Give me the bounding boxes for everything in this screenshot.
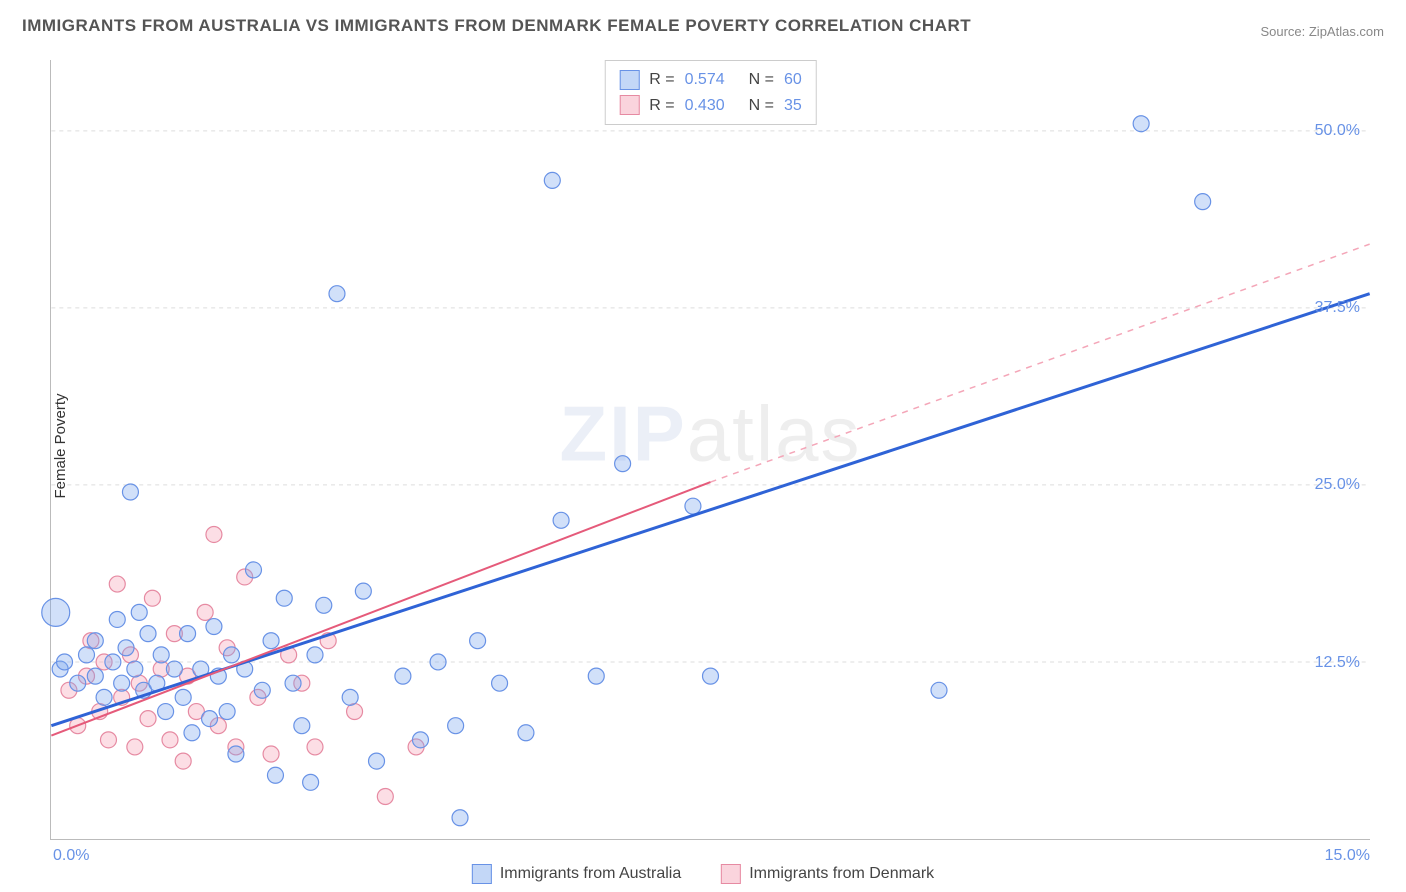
source-prefix: Source: (1260, 24, 1308, 39)
legend-item: Immigrants from Denmark (721, 864, 934, 884)
x-tick-min: 0.0% (53, 847, 89, 865)
source-name: ZipAtlas.com (1309, 24, 1384, 39)
legend-swatch (472, 864, 492, 884)
r-value: 0.430 (685, 93, 725, 119)
legend-item: Immigrants from Australia (472, 864, 681, 884)
r-value: 0.574 (685, 67, 725, 93)
x-tick-max: 15.0% (1325, 847, 1370, 865)
legend-swatch (619, 70, 639, 90)
legend-row: R = 0.430 N = 35 (619, 93, 802, 119)
legend-label: Immigrants from Australia (500, 865, 681, 883)
y-tick: 25.0% (1315, 476, 1360, 494)
n-value: 60 (784, 67, 802, 93)
legend-label: Immigrants from Denmark (749, 865, 934, 883)
legend-swatch (721, 864, 741, 884)
scatter-plot (51, 60, 1370, 839)
legend-correlation: R = 0.574 N = 60 R = 0.430 N = 35 (604, 60, 817, 125)
r-label: R = (649, 93, 674, 119)
legend-row: R = 0.574 N = 60 (619, 67, 802, 93)
legend-swatch (619, 95, 639, 115)
legend-series: Immigrants from Australia Immigrants from… (472, 864, 934, 884)
chart-title: IMMIGRANTS FROM AUSTRALIA VS IMMIGRANTS … (22, 16, 971, 36)
r-label: R = (649, 67, 674, 93)
y-tick: 50.0% (1315, 122, 1360, 140)
y-tick: 12.5% (1315, 654, 1360, 672)
y-tick: 37.5% (1315, 299, 1360, 317)
source-label: Source: ZipAtlas.com (1260, 24, 1384, 39)
plot-area: ZIPatlas R = 0.574 N = 60 R = 0.430 N = … (50, 60, 1370, 840)
n-label: N = (749, 67, 774, 93)
n-label: N = (749, 93, 774, 119)
n-value: 35 (784, 93, 802, 119)
